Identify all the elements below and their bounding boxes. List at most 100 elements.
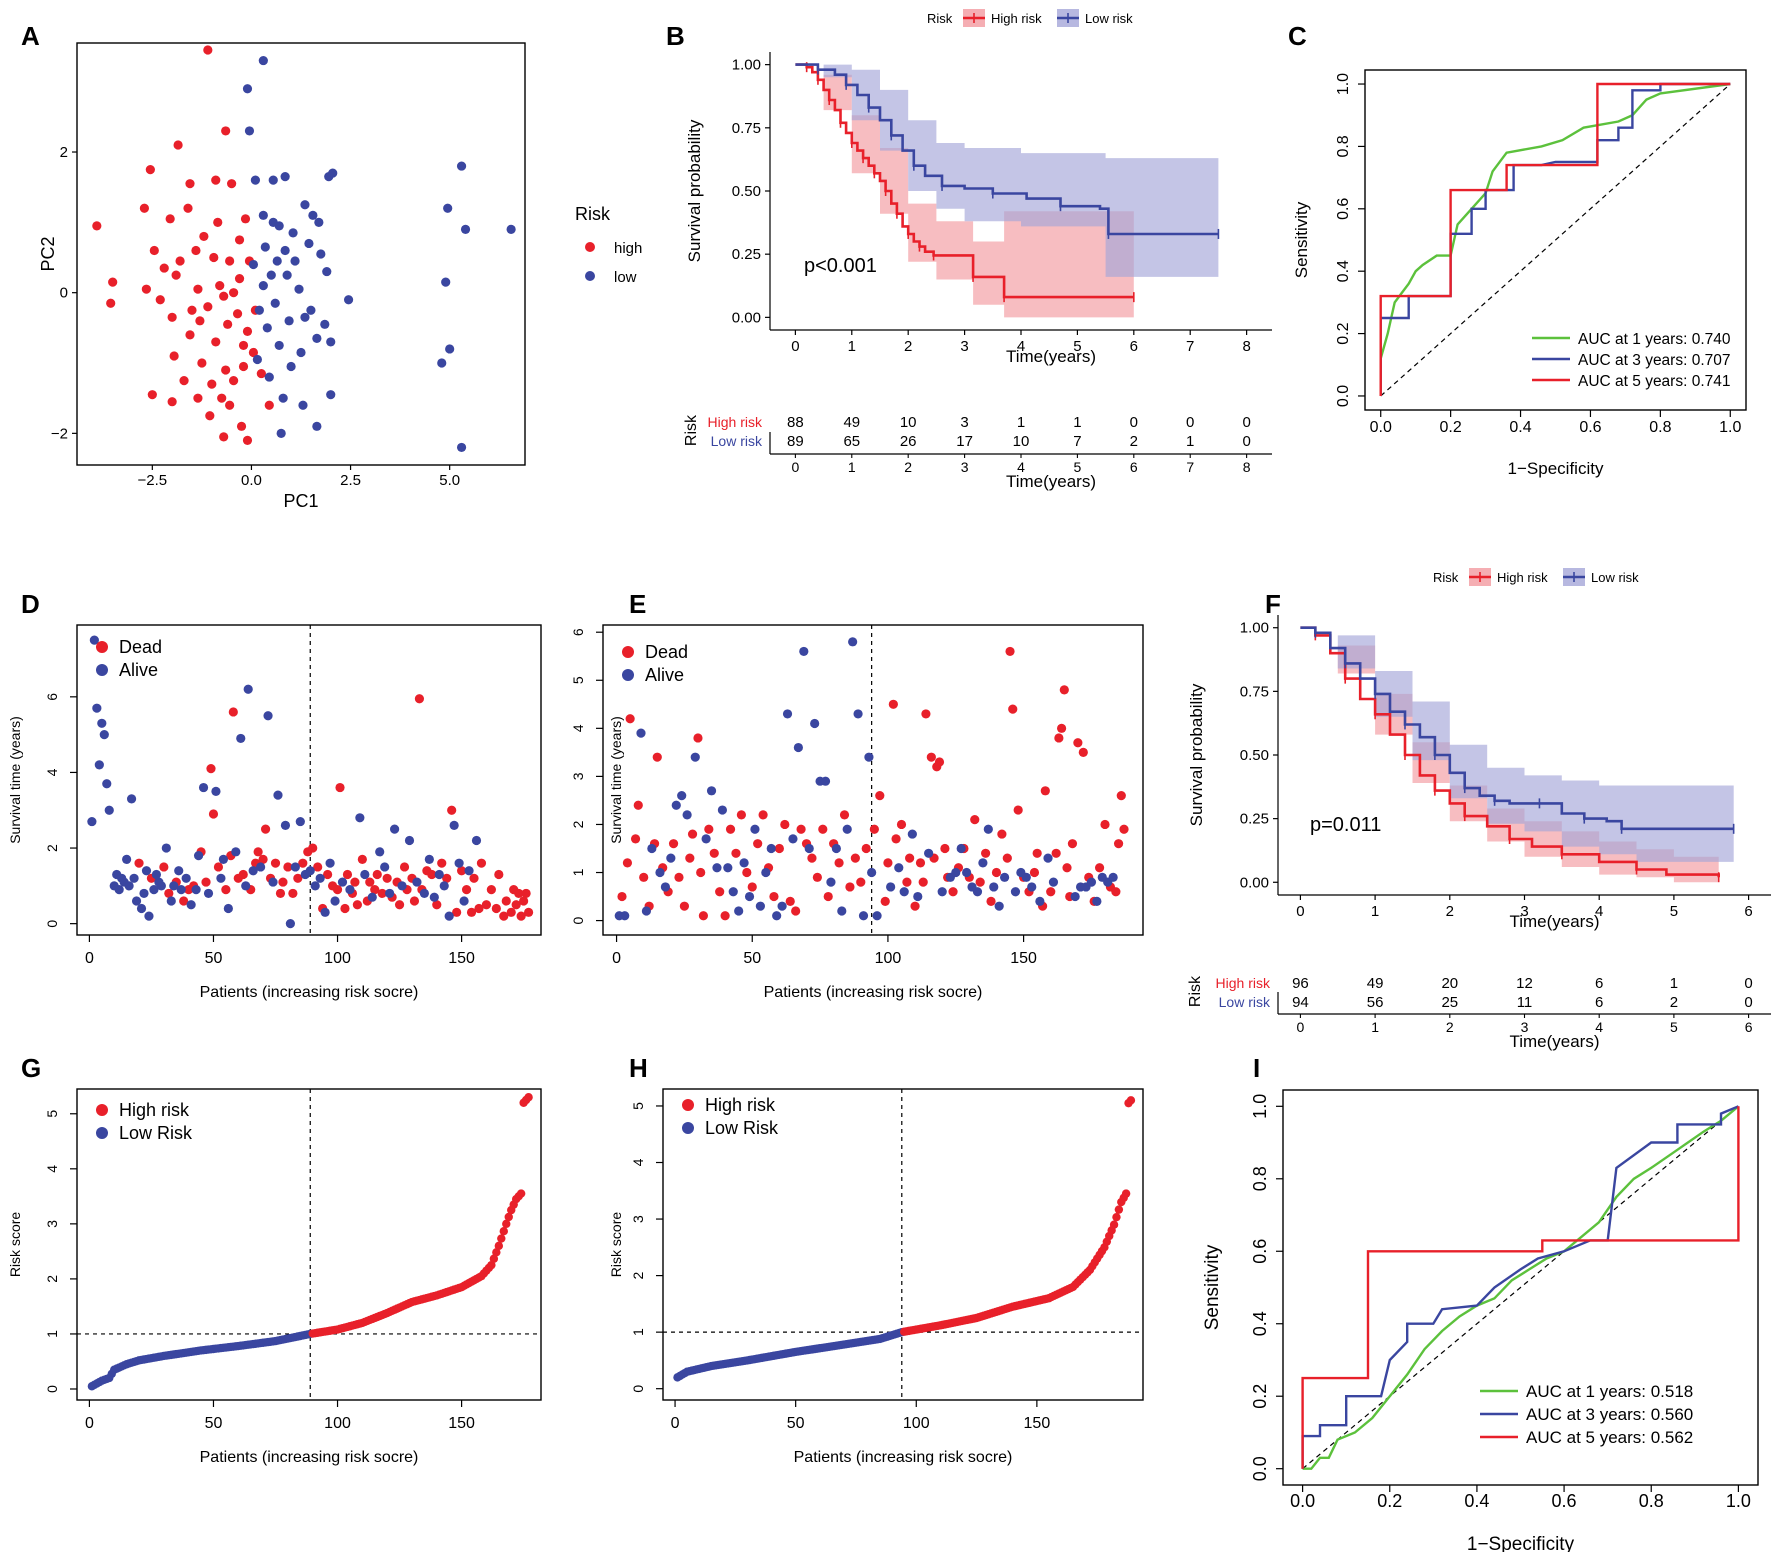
x-axis-title-f: Time(years) [1509, 912, 1599, 931]
x-axis-f: 0 1 2 3 4 5 6 [1296, 895, 1753, 920]
risk-table-tick-label: 4 [1595, 1019, 1603, 1035]
x-tick-label: 5.0 [439, 472, 460, 489]
scatter-point-high [167, 312, 177, 322]
patient-point-alive [102, 779, 112, 789]
y-tick-label: 0.50 [1240, 747, 1269, 764]
scatter-point-low [294, 284, 304, 294]
patient-point-alive [1070, 891, 1080, 902]
patient-point-alive [360, 869, 370, 880]
risk-point-high [1121, 1189, 1131, 1198]
patient-point-dead [823, 891, 833, 902]
patient-point-alive [97, 718, 107, 728]
patient-point-alive [429, 892, 439, 902]
reference-diagonal-c [1380, 83, 1731, 397]
patient-point-dead [704, 824, 714, 834]
risk-table-tick-label: 2 [904, 459, 912, 475]
patient-point-alive [848, 637, 858, 647]
patient-point-alive [471, 835, 482, 846]
scatter-point-low [244, 126, 255, 136]
scatter-point-high [242, 435, 253, 445]
y-tick-label: 5 [44, 1110, 60, 1118]
y-tick-label: 4 [570, 724, 586, 732]
risk-point-high [524, 1093, 533, 1102]
patient-point-alive [734, 906, 744, 916]
plot-frame-c [1364, 69, 1747, 411]
x-tick-label: 0 [85, 1415, 94, 1432]
patient-point-dead [1040, 786, 1050, 796]
patient-point-alive [434, 869, 444, 880]
scatter-point-high [223, 319, 233, 329]
scatter-point-high [147, 390, 157, 400]
patient-point-alive [181, 873, 191, 883]
patient-point-alive [677, 791, 687, 801]
patient-point-alive [337, 877, 348, 887]
patient-point-dead [758, 810, 768, 820]
patient-point-alive [1092, 896, 1102, 906]
roc-curve-1-i [1302, 1105, 1740, 1470]
y-tick-label: 0.8 [1335, 135, 1352, 157]
scatter-point-low [443, 203, 453, 213]
risk-point-high [1109, 1220, 1119, 1229]
patient-point-dead [332, 885, 343, 895]
y-axis-title-i: Sensitivity [1202, 1244, 1223, 1330]
y-tick-label: 0.4 [1250, 1311, 1270, 1336]
legend-key-high [96, 1104, 108, 1116]
scatter-point-low [258, 55, 268, 66]
scatter-point-high [209, 252, 219, 263]
scatter-point-low [316, 249, 326, 259]
y-tick-label: 6 [570, 628, 586, 636]
patient-point-dead [883, 858, 893, 868]
x-axis-title-d: Patients (increasing risk socre) [200, 984, 419, 1001]
y-tick-label: 0.2 [1335, 322, 1352, 344]
legend-key-low [96, 1127, 108, 1139]
legend-label-low: Low Risk [705, 1118, 779, 1138]
patient-point-dead [1008, 704, 1018, 714]
y-tick-label: 1 [44, 1330, 60, 1338]
legend-label-3: AUC at 5 years: 0.562 [1526, 1428, 1693, 1447]
patient-point-dead [377, 888, 387, 899]
roc-curve-3-i [1301, 1106, 1740, 1469]
scatter-point-low [314, 217, 324, 227]
scatter-point-low [456, 161, 467, 171]
patient-point-alive [156, 881, 166, 891]
patient-point-alive [390, 824, 400, 834]
patient-point-alive [772, 911, 782, 921]
patient-point-alive [404, 835, 415, 846]
legend-d: Dead Alive [96, 637, 162, 680]
scatter-point-high [92, 221, 102, 231]
patient-point-dead [696, 867, 706, 878]
patient-point-dead [769, 891, 779, 902]
patient-point-alive [793, 742, 803, 753]
legend-key-dead [96, 641, 108, 653]
patient-point-alive [712, 863, 722, 873]
scatter-point-high [242, 326, 253, 336]
scatter-point-high [238, 340, 249, 351]
scatter-point-low [441, 277, 451, 287]
x-tick-label: 50 [743, 950, 761, 967]
scatter-point-high [106, 298, 116, 308]
risk-count-low: 10 [1013, 433, 1030, 450]
patient-point-dead [1119, 824, 1129, 834]
risk-count-low: 0 [1744, 994, 1752, 1011]
panel-label-g: G [21, 1053, 41, 1083]
y-axis-f: 0.00 0.25 0.50 0.75 1.00 [1240, 620, 1278, 891]
y-tick-label: 0 [570, 916, 586, 924]
scatter-point-high [179, 376, 189, 386]
censor-marks-high-b [805, 62, 1135, 303]
risk-row-label-high: High risk [708, 414, 763, 430]
risk-count-high: 0 [1744, 975, 1752, 992]
patient-point-alive [248, 866, 258, 876]
patient-point-dead [221, 885, 231, 895]
patient-point-dead [201, 877, 211, 887]
y-axis-title-g: Risk score [7, 1212, 23, 1278]
scatter-point-high [167, 397, 177, 407]
risk-table-tick-label: 7 [1186, 459, 1194, 475]
scatter-point-low [280, 172, 290, 182]
patient-point-alive [464, 866, 474, 876]
scatter-point-high [171, 270, 181, 280]
x-tick-label: 50 [205, 950, 223, 967]
patient-point-alive [647, 843, 657, 854]
patient-point-alive [701, 834, 711, 844]
scatter-point-high [219, 291, 229, 301]
